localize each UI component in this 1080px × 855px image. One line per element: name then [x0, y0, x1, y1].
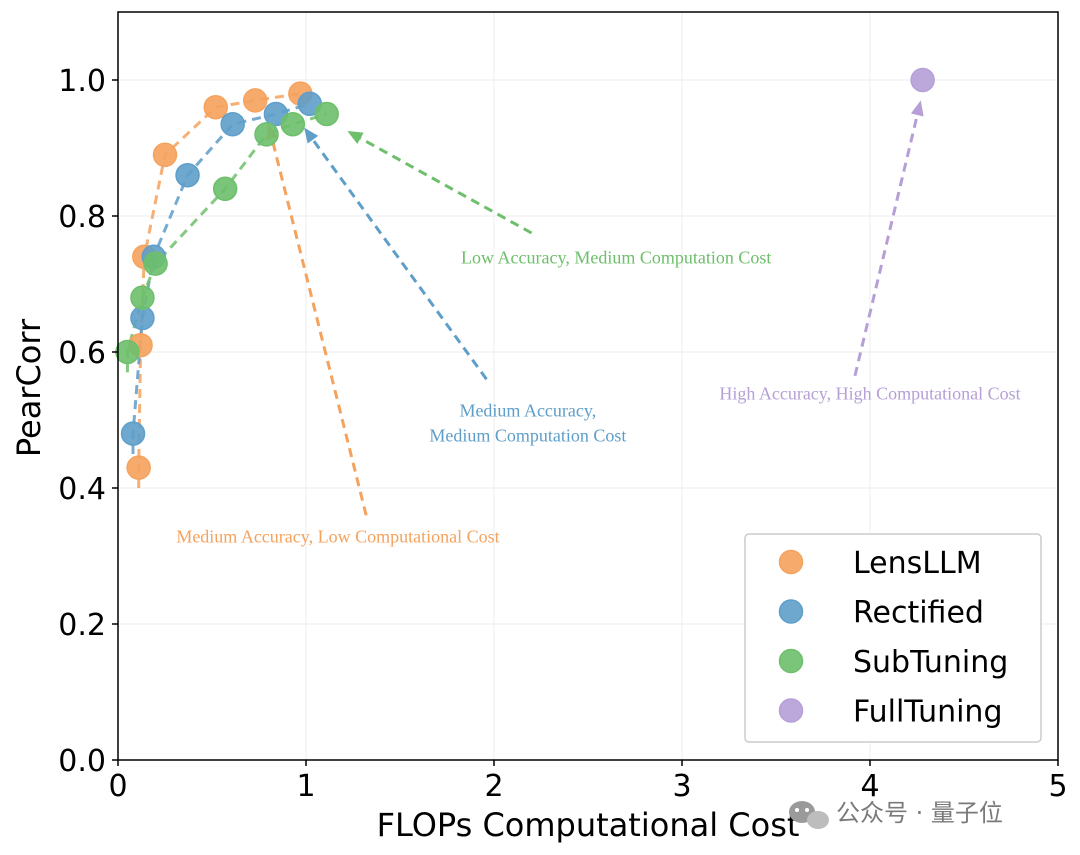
legend-marker	[778, 698, 804, 723]
data-point-subtuning	[143, 251, 168, 276]
data-point-fulltuning	[910, 67, 935, 93]
data-point-subtuning	[280, 111, 306, 137]
annotation-arrowhead	[304, 127, 319, 144]
y-tick-label: 0.2	[58, 608, 106, 643]
x-tick-label: 4	[860, 769, 879, 804]
wechat-icon	[789, 801, 829, 829]
y-tick-label: 0.8	[58, 200, 106, 235]
x-axis-label: FLOPs Computational Cost	[377, 806, 800, 844]
data-points	[115, 67, 935, 480]
data-point-subtuning	[115, 339, 140, 365]
legend-box	[744, 533, 1042, 743]
legend-label: Rectified	[853, 596, 984, 631]
legend-label: FullTuning	[853, 695, 1003, 730]
y-tick-label: 0.0	[58, 744, 106, 779]
x-tick-label: 5	[1048, 769, 1067, 804]
annotation-text: Medium Computation Cost	[429, 426, 626, 446]
annotation-arrowhead	[347, 131, 364, 144]
data-point-rectified	[175, 162, 200, 188]
legend-marker	[778, 549, 804, 575]
legend-label: LensLLM	[853, 546, 982, 581]
annotation-arrows	[265, 100, 924, 516]
watermark: 公众号 · 量子位	[789, 799, 1003, 829]
x-tick-label: 3	[672, 769, 691, 804]
x-tick-label: 1	[296, 769, 315, 804]
data-point-subtuning	[254, 122, 279, 147]
annotation-text: High Accuracy, High Computational Cost	[719, 384, 1020, 404]
annotation-text: Low Accuracy, Medium Computation Cost	[461, 248, 771, 268]
y-tick-label: 0.6	[58, 336, 106, 371]
x-tick-label: 2	[484, 769, 503, 804]
data-point-subtuning	[314, 101, 339, 127]
data-point-lensllm	[242, 88, 268, 113]
data-point-subtuning	[130, 285, 155, 310]
annotations: Low Accuracy, Medium Computation Cost Med…	[176, 248, 1020, 547]
plot-frame	[117, 11, 1059, 761]
legend-marker	[778, 648, 804, 674]
annotation-arrowhead	[910, 100, 924, 117]
legend-label: SubTuning	[853, 645, 1008, 680]
y-axis-ticks: 0.0 0.2 0.4 0.6 0.8 1.0	[58, 64, 118, 779]
data-point-rectified	[220, 111, 245, 137]
x-tick-label: 0	[108, 769, 127, 804]
data-point-lensllm	[203, 94, 229, 120]
annotation-arrow	[270, 138, 368, 516]
y-tick-label: 1.0	[58, 64, 106, 99]
data-point-subtuning	[212, 176, 238, 202]
annotation-arrow	[853, 114, 919, 377]
annotation-arrow	[311, 138, 488, 381]
legend: LensLLM Rectified SubTuning FullTuning	[744, 533, 1042, 743]
data-point-rectified	[130, 305, 155, 331]
data-point-rectified	[120, 421, 146, 446]
x-axis-ticks: 0 1 2 3 4 5	[108, 760, 1068, 804]
data-point-lensllm	[126, 455, 151, 480]
annotation-text: Medium Accuracy,	[459, 401, 596, 421]
y-tick-label: 0.4	[58, 472, 106, 507]
annotation-text: Medium Accuracy, Low Computational Cost	[176, 526, 499, 546]
data-point-lensllm	[152, 142, 178, 168]
watermark-text: 公众号 · 量子位	[836, 799, 1003, 827]
y-axis-label: PearCorr	[10, 318, 48, 457]
annotation-arrow	[359, 136, 533, 235]
legend-marker	[778, 599, 804, 624]
